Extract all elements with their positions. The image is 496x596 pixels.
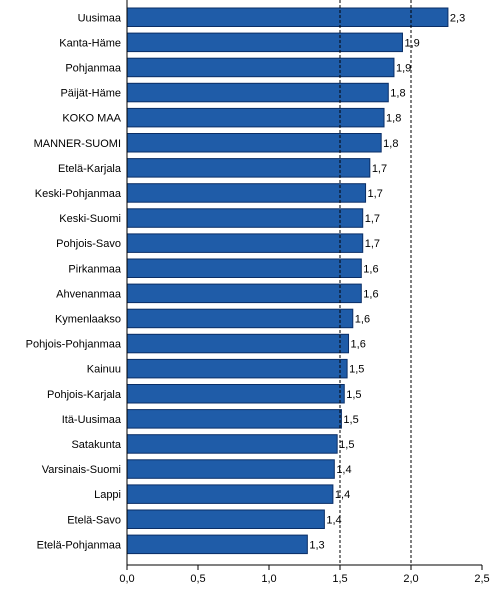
bar-7 (126, 183, 367, 203)
value-label: 2,3 (450, 12, 465, 24)
category-label: Päijät-Häme (60, 88, 121, 100)
bar-2 (126, 57, 395, 78)
category-label: KOKO MAA (62, 113, 121, 125)
bar-16 (126, 409, 342, 429)
category-label: Pohjois-Savo (56, 238, 121, 250)
category-label: Etelä-Pohjanmaa (37, 539, 122, 551)
value-label: 1,6 (351, 339, 366, 351)
category-label: Keski-Suomi (59, 213, 121, 225)
category-label: Pohjanmaa (65, 62, 122, 74)
x-tick-label: 1,0 (261, 573, 276, 585)
bar-1 (126, 32, 403, 53)
bar-21 (126, 534, 308, 555)
category-label: Kymenlaakso (55, 313, 121, 325)
bar-6 (126, 158, 371, 178)
value-label: 1,4 (326, 514, 341, 526)
bar-19 (126, 484, 334, 504)
category-label: Satakunta (71, 439, 121, 451)
value-label: 1,9 (404, 37, 419, 49)
value-label: 1,7 (365, 213, 380, 225)
value-label: 1,7 (368, 188, 383, 200)
category-label: Etelä-Savo (67, 514, 121, 526)
bar-4 (126, 107, 385, 128)
category-label: Varsinais-Suomi (42, 464, 121, 476)
value-label: 1,3 (309, 539, 324, 551)
value-label: 1,6 (363, 263, 378, 275)
bar-5 (126, 133, 382, 153)
value-label: 1,7 (365, 238, 380, 250)
bar-15 (126, 384, 345, 404)
category-label: Ahvenanmaa (56, 288, 122, 300)
bar-3 (126, 82, 389, 103)
value-label: 1,7 (372, 163, 387, 175)
bar-20 (126, 509, 325, 529)
x-tick-label: 2,5 (474, 573, 489, 585)
value-label: 1,6 (363, 288, 378, 300)
reference-lines (339, 0, 412, 565)
value-label: 1,8 (386, 113, 401, 125)
bar-13 (126, 333, 350, 354)
value-label: 1,9 (396, 62, 411, 74)
bar-9 (126, 233, 364, 253)
bar-17 (126, 434, 338, 454)
category-label: Etelä-Karjala (58, 163, 122, 175)
x-tick-label: 0,5 (190, 573, 205, 585)
category-label: Keski-Pohjanmaa (35, 188, 122, 200)
bar-10 (126, 258, 362, 278)
value-label: 1,8 (390, 88, 405, 100)
value-labels: 2,3 1,9 1,9 1,8 1,8 1,8 1,7 1,7 1,7 1,7 1,6 1,6 1,6 1… (309, 12, 465, 551)
bar-14 (126, 358, 348, 379)
category-label: Kainuu (87, 364, 121, 376)
category-label: Uusimaa (78, 12, 122, 24)
category-label: Itä-Uusimaa (62, 414, 122, 426)
bar-0 (126, 7, 449, 27)
category-label: Pohjois-Pohjanmaa (26, 339, 122, 351)
value-label: 1,5 (349, 364, 364, 376)
value-label: 1,6 (355, 313, 370, 325)
value-label: 1,4 (335, 489, 350, 501)
category-label: Kanta-Häme (59, 37, 121, 49)
value-label: 1,5 (346, 389, 361, 401)
bar-11 (126, 283, 362, 304)
category-label: Pohjois-Karjala (47, 389, 122, 401)
x-axis: 0,0 0,5 1,0 1,5 2,0 2,5 (119, 0, 490, 585)
category-label: Pirkanmaa (68, 263, 121, 275)
bar-8 (126, 208, 364, 228)
x-tick-label: 2,0 (403, 573, 418, 585)
x-tick-label: 1,5 (332, 573, 347, 585)
x-tick-label: 0,0 (119, 573, 134, 585)
category-labels: Uusimaa Kanta-Häme Pohjanmaa Päijät-Häme KOK… (26, 12, 122, 551)
value-label: 1,5 (343, 414, 358, 426)
value-label: 1,5 (339, 439, 354, 451)
value-label: 1,4 (336, 464, 351, 476)
bar-18 (126, 459, 335, 479)
bar-12 (126, 308, 354, 329)
category-label: MANNER-SUOMI (34, 138, 121, 150)
value-label: 1,8 (383, 138, 398, 150)
category-label: Lappi (94, 489, 121, 501)
